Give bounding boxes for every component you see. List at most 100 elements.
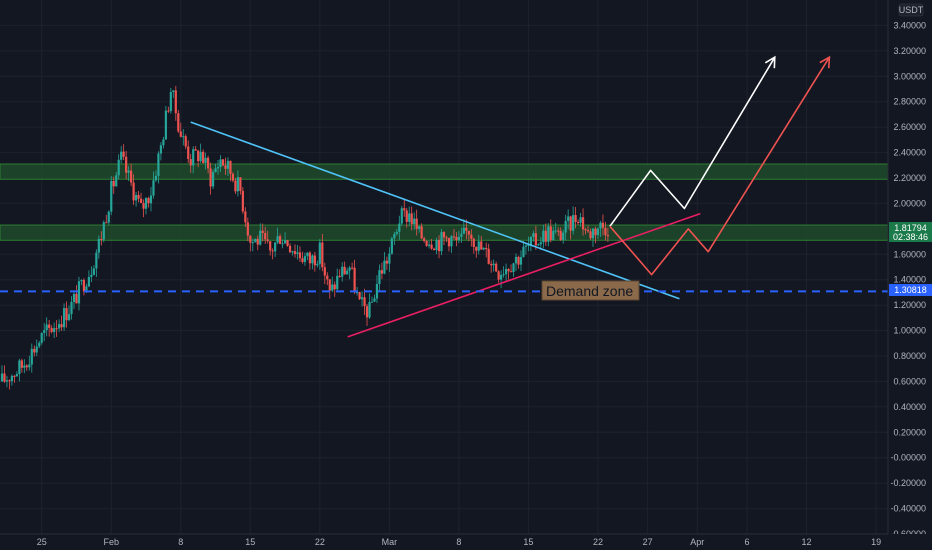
candle-body [552,230,555,241]
candle-body [281,243,284,245]
candle-body [115,175,118,187]
candle-body [353,267,356,293]
candle-body [579,217,582,223]
candle-body [554,230,557,232]
candle-body [539,242,542,245]
candle-body [333,284,336,290]
candle-body [418,226,421,229]
candle-body [85,286,88,292]
candle-body [363,297,366,307]
candle-body [507,269,510,272]
demand-zone-annotation[interactable]: Demand zone [541,280,640,301]
time-axis[interactable]: 25 Feb 8 15 22 Mar 8 15 22 27 Apr 6 12 19 [0,533,932,550]
candle-body [544,230,547,242]
candle-body [219,159,222,167]
candle-body [112,180,115,187]
candle-body [224,165,227,169]
candle-body [261,230,264,233]
candle-body [594,228,597,236]
candle-body [234,180,237,192]
current-price-value: 1.81794 [894,223,927,233]
candle-body [286,240,289,246]
candle-body [157,153,160,176]
x-tick-label: 25 [37,537,47,547]
price-axis-background [888,0,932,534]
candle-body [130,170,133,183]
currency-badge: USDT [898,3,924,17]
x-tick-label: 8 [456,537,461,547]
candle-body [90,274,93,277]
candle-body [346,270,349,275]
candle-body [269,241,272,251]
demand-zone-label: Demand zone [546,283,633,299]
candle-body [385,260,388,264]
candle-body [62,308,66,328]
candle-body [559,230,562,240]
candle-body [395,231,398,234]
y-tick-label: 1.60000 [893,249,926,259]
currency-badge-box [898,3,924,17]
x-tick-label: 15 [523,537,533,547]
candle-body [274,242,277,252]
candle-body [107,211,110,223]
candle-body [259,230,262,245]
candle-body [388,253,391,264]
price-axis[interactable]: 3.40000 3.20000 3.00000 2.80000 2.60000 2.400… [887,0,932,539]
candle-body [127,170,130,173]
candle-body [216,166,220,169]
candle-body [139,198,143,204]
candle-body [147,198,150,204]
y-tick-label: 0.40000 [893,402,926,412]
candle-body [341,266,344,277]
candle-body [10,375,14,382]
candle-body [430,244,433,249]
arrow-head [819,55,831,69]
x-tick-labels: 25 Feb 8 15 22 Mar 8 15 22 27 Apr 6 12 19 [37,537,881,547]
candle-body [562,232,565,240]
candle-body [229,160,232,174]
y-tick-label: 2.20000 [893,173,926,183]
candle-body [264,232,267,240]
candle-body [313,255,316,266]
trendlines [190,55,831,338]
candle-body [172,90,175,93]
candle-body [206,157,210,169]
candle-body [256,238,259,245]
candle-body [167,110,170,112]
candle-body [532,233,535,238]
candle-body [75,293,78,304]
y-tick-label: 2.60000 [893,122,926,132]
candle-body [249,235,252,243]
candle-body [318,242,321,264]
candle-body [20,360,23,368]
candle-body [524,245,528,247]
candle-body [529,237,533,245]
y-tick-label: 3.20000 [893,46,926,56]
y-tick-label: 0.20000 [893,427,926,437]
candle-body [226,160,230,169]
candle-body [110,180,113,212]
candle-body [393,233,396,239]
candle-body [390,238,393,254]
candle-body [35,346,38,353]
y-tick-label: 1.00000 [893,326,926,336]
x-tick-label: Apr [690,537,704,547]
demand-zone-box [541,280,640,301]
candle-body [60,324,63,328]
candle-body [492,263,495,266]
candle-body [480,241,483,250]
candle-body [606,235,609,237]
arrow-head [764,55,776,69]
candle-body [142,203,145,209]
candle-body [179,131,182,137]
candle-body [370,301,374,303]
candle-body [495,263,498,272]
candle-body [45,324,48,331]
candle-body [343,266,346,275]
candle-body [23,365,26,368]
y-tick-label: 2.80000 [893,97,926,107]
candle-body [100,238,103,240]
candle-body [194,149,197,151]
candle-body [336,275,339,290]
